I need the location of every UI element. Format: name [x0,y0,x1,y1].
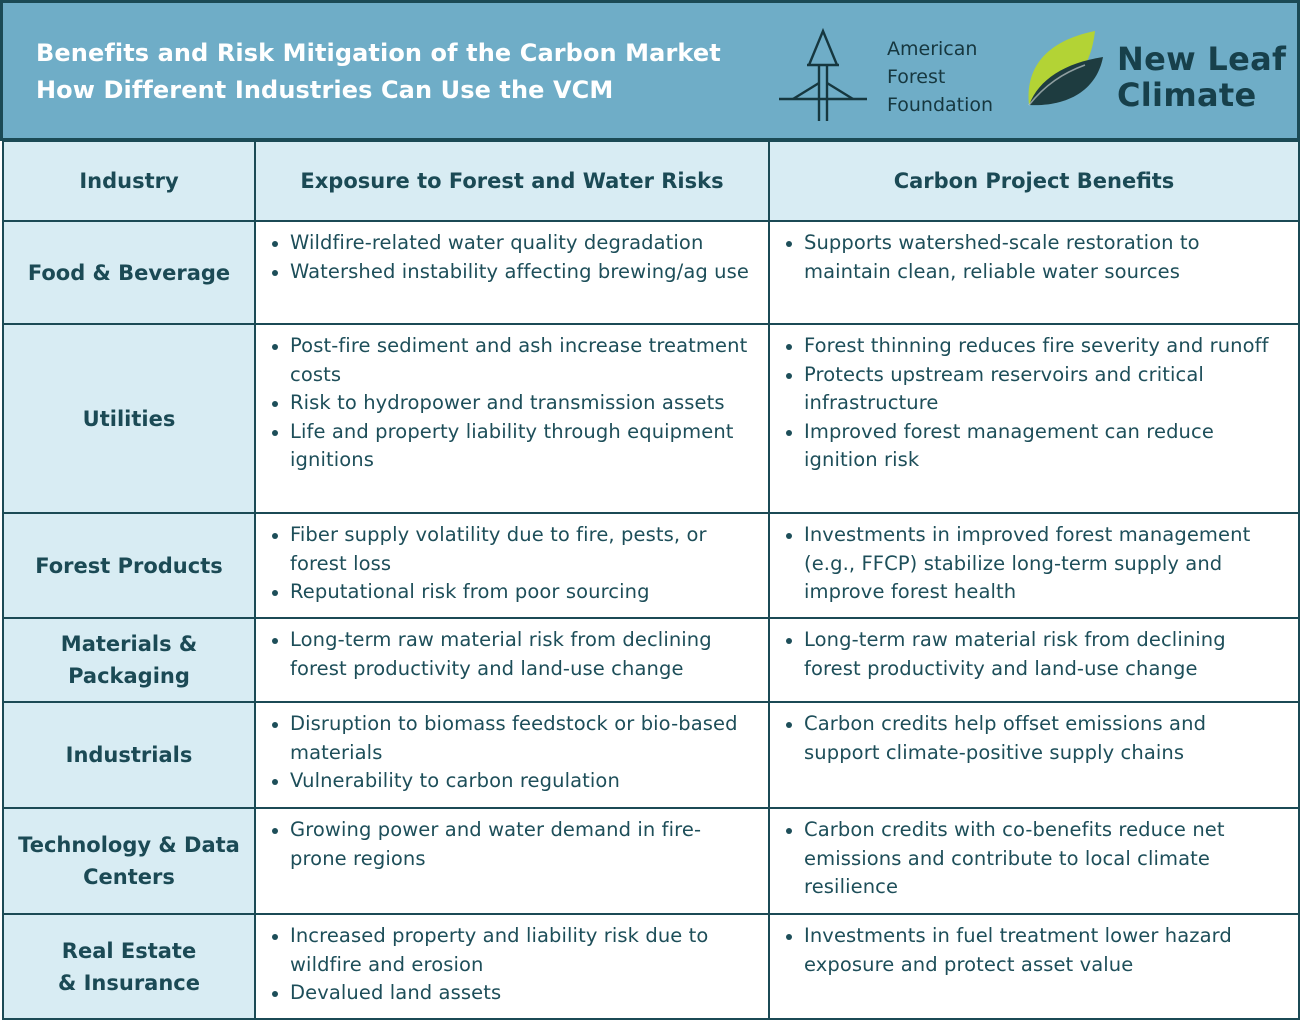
page-subtitle: How Different Industries Can Use the VCM [36,76,614,104]
industry-cell: Forest Products [2,512,256,619]
risks-list: Long-term raw material risk from declini… [266,626,756,683]
industry-cell: Industrials [2,701,256,809]
nlc-name-line: New Leaf [1117,40,1287,78]
risks-cell: Wildfire-related water quality degradati… [254,220,770,325]
table-row: Real Estate & Insurance Increased property… [2,913,1300,1020]
benefits-list: Forest thinning reduces fire severity an… [780,332,1286,475]
industry-table: Industry Exposure to Forest and Water Ri… [2,140,1300,1020]
risks-cell: Growing power and water demand in fire-p… [254,807,770,915]
benefit-item: Investments in fuel treatment lower haza… [780,922,1286,979]
risks-cell: Long-term raw material risk from declini… [254,617,770,703]
benefits-list: Carbon credits with co-benefits reduce n… [780,816,1286,902]
american-forest-foundation-logo [779,27,867,121]
risk-item: Fiber supply volatility due to fire, pes… [266,521,756,578]
page-header: Benefits and Risk Mitigation of the Carb… [0,0,1300,141]
benefits-list: Supports watershed-scale restoration to … [780,229,1286,286]
table-row: Industrials Disruption to biomass feedsto… [2,701,1300,809]
table-row: Utilities Post-fire sediment and ash incr… [2,323,1300,514]
page-title: Benefits and Risk Mitigation of the Carb… [36,39,721,67]
risk-item: Disruption to biomass feedstock or bio-b… [266,710,756,767]
benefits-cell: Carbon credits with co-benefits reduce n… [768,807,1300,915]
benefit-item: Carbon credits with co-benefits reduce n… [780,816,1286,902]
industry-cell: Food & Beverage [2,220,256,325]
benefits-cell: Supports watershed-scale restoration to … [768,220,1300,325]
table-row: Technology & Data Centers Growing power a… [2,807,1300,915]
benefit-item: Carbon credits help offset emissions and… [780,710,1286,767]
risk-item: Reputational risk from poor sourcing [266,578,756,607]
benefits-cell: Investments in fuel treatment lower haza… [768,913,1300,1020]
benefits-cell: Investments in improved forest managemen… [768,512,1300,619]
header-benefits: Carbon Project Benefits [768,140,1300,222]
risks-list: Increased property and liability risk du… [266,922,756,1008]
benefits-list: Carbon credits help offset emissions and… [780,710,1286,767]
risks-list: Post-fire sediment and ash increase trea… [266,332,756,475]
benefit-item: Supports watershed-scale restoration to … [780,229,1286,286]
aff-name-line: Foundation [887,94,994,116]
industry-cell: Utilities [2,323,256,514]
table-row: Forest Products Fiber supply volatility d… [2,512,1300,619]
industry-cell: Real Estate & Insurance [2,913,256,1020]
industry-cell: Technology & Data Centers [2,807,256,915]
nlc-name-line: Climate [1117,76,1257,114]
risk-item: Life and property liability through equi… [266,418,756,475]
industry-cell: Materials & Packaging [2,617,256,703]
risks-cell: Post-fire sediment and ash increase trea… [254,323,770,514]
risks-list: Disruption to biomass feedstock or bio-b… [266,710,756,796]
risk-item: Long-term raw material risk from declini… [266,626,756,683]
risk-item: Wildfire-related water quality degradati… [266,229,756,258]
new-leaf-climate-logo [1028,31,1103,106]
benefit-item: Forest thinning reduces fire severity an… [780,332,1286,361]
risk-item: Risk to hydropower and transmission asse… [266,389,756,418]
benefits-cell: Forest thinning reduces fire severity an… [768,323,1300,514]
aff-name-line: Forest [887,66,946,88]
header-industry: Industry [2,140,256,222]
benefit-item: Protects upstream reservoirs and critica… [780,361,1286,418]
risks-list: Fiber supply volatility due to fire, pes… [266,521,756,607]
benefits-list: Investments in fuel treatment lower haza… [780,922,1286,979]
risks-list: Growing power and water demand in fire-p… [266,816,756,873]
table-row: Materials & Packaging Long-term raw materi… [2,617,1300,703]
benefits-cell: Long-term raw material risk from declini… [768,617,1300,703]
risk-item: Vulnerability to carbon regulation [266,767,756,796]
risks-list: Wildfire-related water quality degradati… [266,229,756,286]
benefit-item: Improved forest management can reduce ig… [780,418,1286,475]
risk-item: Post-fire sediment and ash increase trea… [266,332,756,389]
risks-cell: Increased property and liability risk du… [254,913,770,1020]
risk-item: Increased property and liability risk du… [266,922,756,979]
table-row: Food & Beverage Wildfire-related water qu… [2,220,1300,325]
risk-item: Watershed instability affecting brewing/… [266,258,756,287]
benefits-list: Investments in improved forest managemen… [780,521,1286,607]
benefits-list: Long-term raw material risk from declini… [780,626,1286,683]
table-header-row: Industry Exposure to Forest and Water Ri… [2,140,1300,222]
benefits-cell: Carbon credits help offset emissions and… [768,701,1300,809]
risk-item: Growing power and water demand in fire-p… [266,816,756,873]
risks-cell: Fiber supply volatility due to fire, pes… [254,512,770,619]
risk-item: Devalued land assets [266,979,756,1008]
header-risks: Exposure to Forest and Water Risks [254,140,770,222]
aff-name-line: American [887,38,978,60]
benefit-item: Investments in improved forest managemen… [780,521,1286,607]
risks-cell: Disruption to biomass feedstock or bio-b… [254,701,770,809]
benefit-item: Long-term raw material risk from declini… [780,626,1286,683]
american-forest-foundation-name: American Forest Foundation [887,35,993,119]
new-leaf-climate-name: New Leaf Climate [1117,41,1286,113]
